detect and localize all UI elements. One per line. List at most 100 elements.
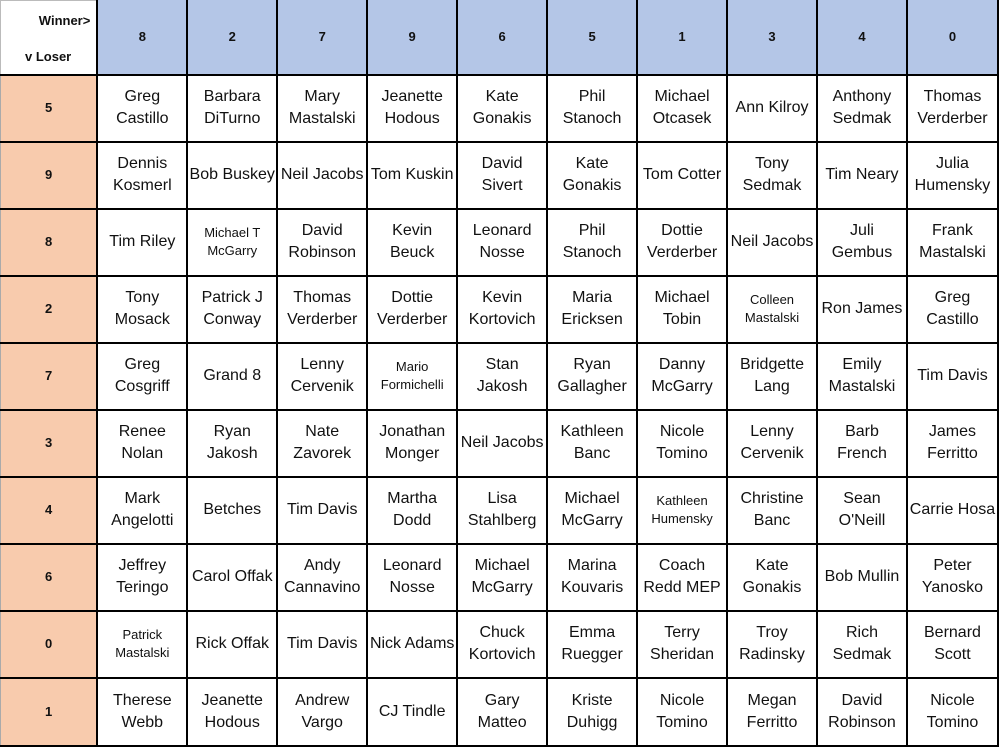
square-cell[interactable]: Betches [186,475,279,545]
square-cell[interactable]: Nicole Tomino [636,676,729,747]
square-cell[interactable]: Ron James [815,274,908,344]
loser-digit-header[interactable]: 7 [0,341,99,411]
square-cell[interactable]: Kate Gonakis [546,140,639,210]
winner-digit-header[interactable]: 3 [726,0,818,76]
corner-cell[interactable]: Winner> v Loser [0,0,99,76]
loser-digit-header[interactable]: 0 [0,609,99,679]
square-cell[interactable]: Peter Yanosko [905,542,999,612]
square-cell[interactable]: Leonard Nosse [456,207,549,277]
square-cell[interactable]: Ann Kilroy [726,73,818,143]
square-cell[interactable]: Kevin Beuck [366,207,459,277]
square-cell[interactable]: Lenny Cervenik [726,408,818,478]
square-cell[interactable]: Nicole Tomino [636,408,729,478]
square-cell[interactable]: Kriste Duhigg [546,676,639,747]
loser-digit-header[interactable]: 4 [0,475,99,545]
square-cell[interactable]: Megan Ferritto [726,676,818,747]
square-cell[interactable]: Danny McGarry [636,341,729,411]
square-cell[interactable]: Bob Mullin [815,542,908,612]
square-cell[interactable]: Neil Jacobs [726,207,818,277]
square-cell[interactable]: Rich Sedmak [815,609,908,679]
square-cell[interactable]: Carrie Hosa [905,475,999,545]
square-cell[interactable]: Dottie Verderber [366,274,459,344]
winner-digit-header[interactable]: 4 [815,0,908,76]
loser-digit-header[interactable]: 1 [0,676,99,747]
square-cell[interactable]: Mary Mastalski [276,73,369,143]
loser-digit-header[interactable]: 9 [0,140,99,210]
square-cell[interactable]: Barbara DiTurno [186,73,279,143]
square-cell[interactable]: Tim Riley [96,207,189,277]
square-cell[interactable]: Kathleen Banc [546,408,639,478]
square-cell[interactable]: Tim Davis [276,609,369,679]
square-cell[interactable]: Therese Webb [96,676,189,747]
square-cell[interactable]: David Robinson [815,676,908,747]
square-cell[interactable]: Neil Jacobs [456,408,549,478]
square-cell[interactable]: David Sivert [456,140,549,210]
square-cell[interactable]: Leonard Nosse [366,542,459,612]
loser-digit-header[interactable]: 8 [0,207,99,277]
winner-digit-header[interactable]: 0 [905,0,999,76]
square-cell[interactable]: Tom Kuskin [366,140,459,210]
square-cell[interactable]: Greg Cosgriff [96,341,189,411]
square-cell[interactable]: Michael McGarry [456,542,549,612]
square-cell[interactable]: Kevin Kortovich [456,274,549,344]
square-cell[interactable]: Grand 8 [186,341,279,411]
square-cell[interactable]: Nate Zavorek [276,408,369,478]
square-cell[interactable]: Bob Buskey [186,140,279,210]
square-cell[interactable]: Tim Davis [905,341,999,411]
square-cell[interactable]: CJ Tindle [366,676,459,747]
square-cell[interactable]: Ryan Jakosh [186,408,279,478]
winner-digit-header[interactable]: 1 [636,0,729,76]
square-cell[interactable]: Emily Mastalski [815,341,908,411]
square-cell[interactable]: Martha Dodd [366,475,459,545]
square-cell[interactable]: Marina Kouvaris [546,542,639,612]
square-cell[interactable]: Greg Castillo [96,73,189,143]
square-cell[interactable]: Carol Offak [186,542,279,612]
loser-digit-header[interactable]: 3 [0,408,99,478]
square-cell[interactable]: Coach Redd MEP [636,542,729,612]
loser-digit-header[interactable]: 5 [0,73,99,143]
square-cell[interactable]: Renee Nolan [96,408,189,478]
square-cell[interactable]: Jonathan Monger [366,408,459,478]
square-cell[interactable]: Neil Jacobs [276,140,369,210]
winner-digit-header[interactable]: 9 [366,0,459,76]
square-cell[interactable]: Michael T McGarry [186,207,279,277]
square-cell[interactable]: Lisa Stahlberg [456,475,549,545]
square-cell[interactable]: Chuck Kortovich [456,609,549,679]
square-cell[interactable]: Tony Sedmak [726,140,818,210]
square-cell[interactable]: Kate Gonakis [456,73,549,143]
square-cell[interactable]: Thomas Verderber [905,73,999,143]
square-cell[interactable]: Nick Adams [366,609,459,679]
square-cell[interactable]: Thomas Verderber [276,274,369,344]
winner-digit-header[interactable]: 8 [96,0,189,76]
square-cell[interactable]: Julia Humensky [905,140,999,210]
square-cell[interactable]: Patrick J Conway [186,274,279,344]
square-cell[interactable]: Tom Cotter [636,140,729,210]
winner-digit-header[interactable]: 5 [546,0,639,76]
square-cell[interactable]: Stan Jakosh [456,341,549,411]
square-cell[interactable]: Christine Banc [726,475,818,545]
square-cell[interactable]: Tim Davis [276,475,369,545]
square-cell[interactable]: Troy Radinsky [726,609,818,679]
square-cell[interactable]: Kathleen Humensky [636,475,729,545]
square-cell[interactable]: Emma Ruegger [546,609,639,679]
square-cell[interactable]: Jeffrey Teringo [96,542,189,612]
square-cell[interactable]: Andy Cannavino [276,542,369,612]
square-cell[interactable]: Phil Stanoch [546,73,639,143]
square-cell[interactable]: Greg Castillo [905,274,999,344]
square-cell[interactable]: Sean O'Neill [815,475,908,545]
square-cell[interactable]: Mario Formichelli [366,341,459,411]
square-cell[interactable]: Gary Matteo [456,676,549,747]
square-cell[interactable]: Barb French [815,408,908,478]
square-cell[interactable]: Jeanette Hodous [366,73,459,143]
square-cell[interactable]: Ryan Gallagher [546,341,639,411]
winner-digit-header[interactable]: 2 [186,0,279,76]
square-cell[interactable]: Tim Neary [815,140,908,210]
square-cell[interactable]: Anthony Sedmak [815,73,908,143]
square-cell[interactable]: Michael McGarry [546,475,639,545]
square-cell[interactable]: Nicole Tomino [905,676,999,747]
square-cell[interactable]: Andrew Vargo [276,676,369,747]
square-cell[interactable]: Michael Tobin [636,274,729,344]
square-cell[interactable]: Colleen Mastalski [726,274,818,344]
square-cell[interactable]: Rick Offak [186,609,279,679]
square-cell[interactable]: Bridgette Lang [726,341,818,411]
